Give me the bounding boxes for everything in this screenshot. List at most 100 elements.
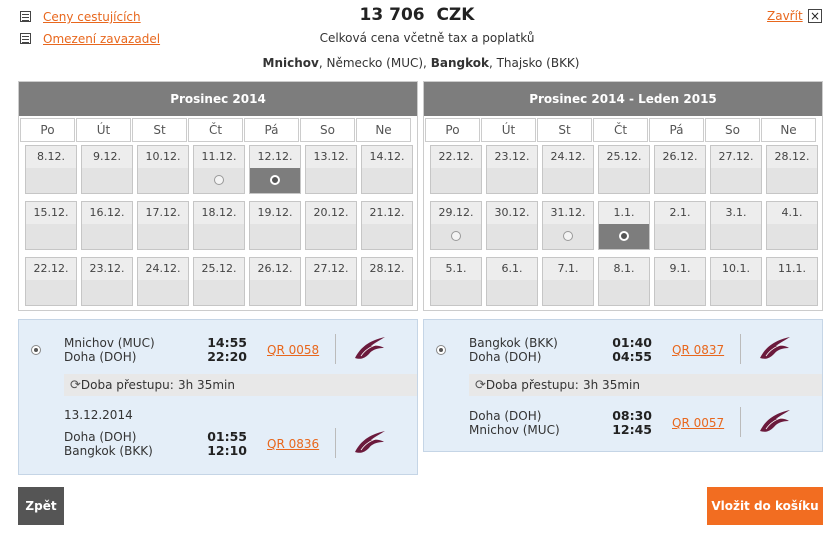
outbound-flight-option[interactable]: Mnichov (MUC) Doha (DOH) 14:55 22:20 QR …	[18, 319, 418, 475]
fare-radio[interactable]	[563, 231, 573, 241]
calendar-day-cell[interactable]: 21.12.	[361, 201, 413, 250]
calendar-day-cell[interactable]: 17.12.	[137, 201, 189, 250]
back-button[interactable]: Zpět	[18, 487, 64, 525]
calendar-day-date: 13.12.	[306, 146, 356, 168]
calendar-day-date: 19.12.	[250, 202, 300, 224]
leg2-destination: Mnichov (MUC)	[469, 423, 560, 437]
calendar-day-cell[interactable]: 22.12.	[430, 145, 482, 194]
calendar-day-cell[interactable]: 11.1.	[766, 257, 818, 306]
weekday-header: St	[132, 118, 187, 142]
transfer-label: Doba přestupu:	[80, 378, 174, 392]
weekday-header: So	[300, 118, 355, 142]
fare-radio[interactable]	[451, 231, 461, 241]
outbound-transfer-bar: ⟳Doba přestupu: 3h 35min	[64, 374, 417, 396]
calendar-day-cell[interactable]: 9.1.	[654, 257, 706, 306]
calendar-day-cell[interactable]: 18.12.	[193, 201, 245, 250]
calendar-day-cell[interactable]: 28.12.	[766, 145, 818, 194]
calendar-day-cell[interactable]: 4.1.	[766, 201, 818, 250]
fare-radio[interactable]	[214, 175, 224, 185]
calendar-day-cell[interactable]: 28.12.	[361, 257, 413, 306]
weekday-header: Ne	[356, 118, 411, 142]
outbound-flight-radio[interactable]	[31, 345, 41, 355]
calendar-day-date: 6.1.	[487, 258, 537, 280]
divider	[740, 407, 741, 437]
calendar-day-cell[interactable]: 1.1.	[598, 201, 650, 250]
leg1-arrival-time: 22:20	[207, 349, 247, 364]
calendar-day-cell[interactable]: 29.12.	[430, 201, 482, 250]
calendar-day-cell[interactable]: 24.12.	[542, 145, 594, 194]
calendar-day-cell[interactable]: 23.12.	[486, 145, 538, 194]
leg1-flight-number[interactable]: QR 0837	[672, 343, 725, 357]
fare-radio[interactable]	[619, 231, 629, 241]
calendar-day-cell[interactable]: 13.12.	[305, 145, 357, 194]
calendar-day-date: 8.12.	[26, 146, 76, 168]
calendar-day-date: 3.1.	[711, 202, 761, 224]
price-currency: CZK	[436, 5, 475, 25]
calendar-day-cell[interactable]: 2.1.	[654, 201, 706, 250]
calendar-day-cell[interactable]: 10.12.	[137, 145, 189, 194]
calendar-day-cell[interactable]: 25.12.	[598, 145, 650, 194]
calendar-day-cell[interactable]: 10.1.	[710, 257, 762, 306]
weekday-header: Čt	[188, 118, 243, 142]
destination-city: Bangkok	[430, 56, 489, 70]
calendar-day-date: 10.1.	[711, 258, 761, 280]
calendar-day-cell[interactable]: 26.12.	[654, 145, 706, 194]
calendar-day-cell[interactable]: 3.1.	[710, 201, 762, 250]
calendar-day-cell[interactable]: 11.12.	[193, 145, 245, 194]
calendar-day-cell[interactable]: 16.12.	[81, 201, 133, 250]
calendar-day-cell[interactable]: 8.12.	[25, 145, 77, 194]
calendar-day-cell[interactable]: 6.1.	[486, 257, 538, 306]
fare-radio[interactable]	[270, 175, 280, 185]
weekday-header: Pá	[649, 118, 704, 142]
calendar-day-cell[interactable]: 27.12.	[710, 145, 762, 194]
passenger-prices-link[interactable]: Ceny cestujících	[43, 10, 141, 24]
calendar-day-cell[interactable]: 19.12.	[249, 201, 301, 250]
leg1-destination: Doha (DOH)	[64, 350, 137, 364]
calendar-day-cell[interactable]: 5.1.	[430, 257, 482, 306]
calendar-day-date: 7.1.	[543, 258, 593, 280]
calendar-day-date: 24.12.	[543, 146, 593, 168]
add-to-cart-button[interactable]: Vložit do košíku	[707, 487, 823, 525]
inbound-flight-radio[interactable]	[436, 345, 446, 355]
inbound-flight-option[interactable]: Bangkok (BKK) Doha (DOH) 01:40 04:55 QR …	[423, 319, 823, 452]
close-icon[interactable]: ×	[808, 9, 822, 23]
leg2-flight-number[interactable]: QR 0836	[267, 437, 320, 451]
transfer-icon: ⟳	[475, 378, 486, 393]
transfer-label: Doba přestupu:	[485, 378, 579, 392]
calendar-day-cell[interactable]: 8.1.	[598, 257, 650, 306]
calendar-day-cell[interactable]: 15.12.	[25, 201, 77, 250]
baggage-restrictions-link[interactable]: Omezení zavazadel	[43, 32, 161, 46]
calendar-day-date: 29.12.	[431, 202, 481, 224]
calendar-day-cell[interactable]: 20.12.	[305, 201, 357, 250]
leg1-departure-time: 14:55	[207, 335, 247, 350]
calendar-day-cell[interactable]: 26.12.	[249, 257, 301, 306]
calendar-day-cell[interactable]: 27.12.	[305, 257, 357, 306]
calendar-day-cell[interactable]: 24.12.	[137, 257, 189, 306]
leg2-flight-number[interactable]: QR 0057	[672, 416, 725, 430]
calendar-day-date: 1.1.	[599, 202, 649, 224]
weekday-header: Po	[425, 118, 480, 142]
calendar-day-cell[interactable]: 7.1.	[542, 257, 594, 306]
calendar-day-date: 20.12.	[306, 202, 356, 224]
calendar-day-date: 25.12.	[599, 146, 649, 168]
calendar-day-date: 15.12.	[26, 202, 76, 224]
weekday-header: Út	[76, 118, 131, 142]
calendar-day-cell[interactable]: 30.12.	[486, 201, 538, 250]
calendar-day-date: 12.12.	[250, 146, 300, 168]
document-icon	[20, 33, 31, 44]
calendar-day-date: 4.1.	[767, 202, 817, 224]
calendar-day-cell[interactable]: 12.12.	[249, 145, 301, 194]
calendar-day-cell[interactable]: 22.12.	[25, 257, 77, 306]
calendar-day-cell[interactable]: 14.12.	[361, 145, 413, 194]
price-value: 13 706	[359, 5, 425, 25]
calendar-day-cell[interactable]: 9.12.	[81, 145, 133, 194]
divider	[335, 428, 336, 458]
calendar-day-date: 26.12.	[655, 146, 705, 168]
divider	[740, 334, 741, 364]
calendar-day-cell[interactable]: 25.12.	[193, 257, 245, 306]
calendar-day-cell[interactable]: 31.12.	[542, 201, 594, 250]
close-link[interactable]: Zavřít	[767, 9, 803, 23]
outbound-calendar: Prosinec 2014 Po Út St Čt Pá So Ne 8.12. 9.12. 10…	[18, 81, 418, 311]
calendar-day-cell[interactable]: 23.12.	[81, 257, 133, 306]
leg1-flight-number[interactable]: QR 0058	[267, 343, 320, 357]
